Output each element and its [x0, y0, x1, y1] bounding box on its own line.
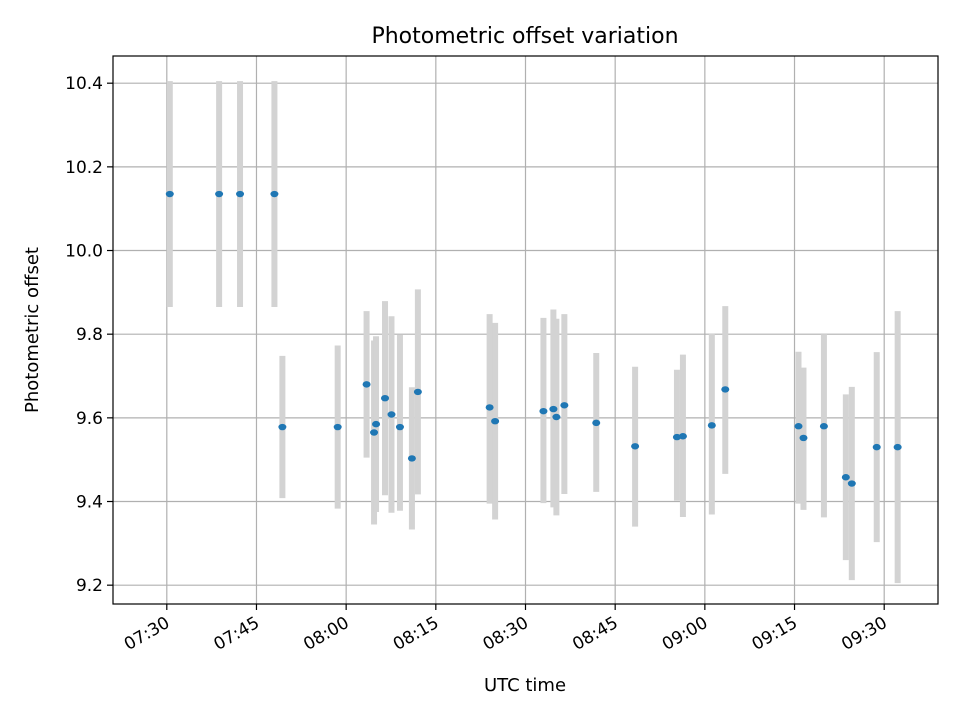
- data-point: [372, 420, 381, 428]
- data-point: [847, 480, 856, 487]
- data-point: [841, 474, 850, 481]
- data-point: [560, 402, 569, 409]
- data-point: [395, 423, 404, 431]
- data-point: [552, 413, 561, 421]
- data-point: [592, 419, 601, 427]
- y-tick-label: 10.2: [65, 158, 103, 178]
- data-point: [491, 417, 500, 425]
- data-point: [370, 429, 379, 436]
- y-tick-label: 9.4: [76, 493, 103, 513]
- y-axis-label: Photometric offset: [22, 247, 43, 413]
- data-point: [631, 443, 640, 450]
- data-point: [215, 190, 224, 198]
- data-point: [333, 423, 342, 431]
- data-point: [165, 190, 174, 198]
- y-tick-label: 10.0: [65, 242, 103, 262]
- data-point: [872, 443, 881, 451]
- data-point: [387, 411, 396, 418]
- data-point: [539, 407, 548, 415]
- data-point: [549, 405, 558, 413]
- data-point: [381, 394, 390, 402]
- data-point: [799, 434, 808, 442]
- y-axis-ticks: 9.2 9.4 9.6 9.8 10.0 10.2 10.4: [65, 74, 113, 596]
- data-point: [721, 386, 730, 393]
- chart-title: Photometric offset variation: [371, 24, 678, 49]
- data-point: [819, 423, 828, 430]
- data-point: [893, 443, 902, 451]
- grid: [113, 56, 938, 604]
- data-point: [270, 190, 279, 198]
- data-point: [236, 190, 245, 198]
- data-point: [362, 381, 371, 388]
- data-point: [413, 388, 422, 396]
- data-point: [278, 423, 287, 431]
- data-point: [678, 433, 687, 440]
- data-points: [165, 190, 902, 487]
- data-point: [485, 404, 494, 411]
- y-tick-label: 9.2: [76, 576, 103, 596]
- data-point: [407, 455, 416, 462]
- data-point: [672, 433, 681, 441]
- y-tick-label: 10.4: [65, 74, 103, 94]
- data-point: [794, 423, 803, 430]
- x-axis-label: UTC time: [484, 675, 566, 696]
- y-tick-label: 9.8: [76, 325, 103, 345]
- data-point: [707, 422, 716, 429]
- y-tick-label: 9.6: [76, 409, 103, 429]
